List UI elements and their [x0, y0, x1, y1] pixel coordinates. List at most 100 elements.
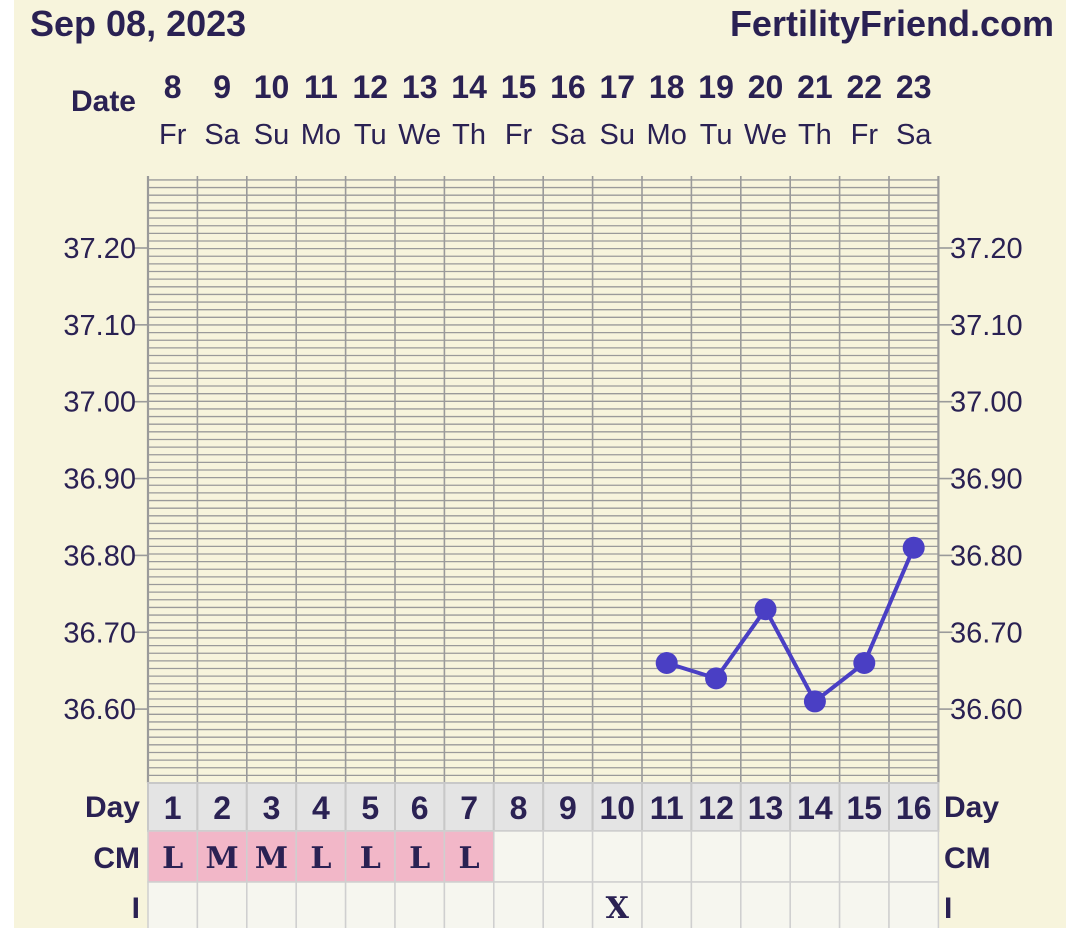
- date-number-label: 20: [748, 69, 784, 105]
- cycle-day-label: 14: [797, 790, 833, 826]
- day-cell: [196, 782, 248, 832]
- cm-value: L: [360, 841, 381, 876]
- weekday-label: Tu: [354, 119, 387, 151]
- cm-row-label-left: CM: [93, 842, 140, 875]
- date-header-row: 8 Fr 9 Sa 10 Su 11 Mo 12 Tu 13 We 14 Th 15 Fr 16 Sa 17 Su 18…: [159, 69, 932, 151]
- y-tick-label-left: 36.70: [63, 617, 136, 649]
- y-tick-label-left: 36.60: [63, 694, 136, 726]
- intercourse-cell: [888, 881, 940, 928]
- date-number-label: 10: [254, 69, 290, 105]
- cm-cell: [443, 830, 495, 883]
- weekday-label: Su: [254, 119, 289, 151]
- date-number-label: 14: [451, 69, 487, 105]
- temperature-series: [655, 536, 925, 713]
- intercourse-cell: [789, 881, 841, 928]
- weekday-label: Sa: [896, 119, 932, 151]
- cycle-day-label: 4: [312, 790, 330, 826]
- cm-value: M: [205, 841, 238, 876]
- cycle-day-label: 1: [164, 790, 182, 826]
- i-row-label-right: I: [944, 892, 952, 925]
- date-number-label: 18: [649, 69, 685, 105]
- intercourse-cell: [196, 881, 248, 928]
- temperature-point: [803, 690, 826, 713]
- cm-value: L: [310, 841, 331, 876]
- intercourse-cell: [246, 881, 297, 928]
- weekday-label: Tu: [700, 119, 733, 151]
- weekday-label: Sa: [550, 119, 586, 151]
- weekday-label: We: [744, 119, 787, 151]
- intercourse-cell: [838, 881, 890, 928]
- date-number-label: 11: [304, 69, 338, 105]
- cm-value: L: [459, 841, 480, 876]
- intercourse-cell: [147, 881, 199, 928]
- intercourse-cell: [394, 881, 446, 928]
- cycle-day-label: 7: [460, 790, 478, 826]
- fertility-chart-page: Sep 08, 2023 FertilityFriend.com Date 8 F…: [14, 0, 1066, 928]
- cm-value: L: [409, 841, 430, 876]
- y-tick-label-right: 36.60: [950, 694, 1023, 726]
- cycle-day-label: 15: [847, 790, 883, 826]
- cm-cell: [591, 830, 643, 883]
- intercourse-cell: [493, 881, 544, 928]
- temperature-point: [655, 651, 678, 674]
- cm-cell: [394, 830, 446, 883]
- i-row-label-left: I: [132, 892, 140, 925]
- weekday-label: Fr: [851, 119, 879, 151]
- cm-cell: [493, 830, 544, 883]
- day-cell: [739, 782, 792, 832]
- cm-cell: [740, 830, 791, 883]
- y-tick-label-right: 36.80: [950, 540, 1023, 572]
- cycle-day-label: 5: [361, 790, 379, 826]
- weekday-label: Su: [600, 119, 635, 151]
- weekday-label: Mo: [301, 119, 341, 151]
- day-row-label-left: Day: [85, 791, 140, 824]
- y-tick-label-right: 37.20: [950, 233, 1023, 265]
- intercourse-cell: [740, 881, 791, 928]
- cycle-day-label: 9: [559, 790, 577, 826]
- temperature-grid: [146, 176, 940, 784]
- cm-cell: [196, 830, 248, 883]
- cm-value: L: [162, 841, 183, 876]
- intercourse-cell: [641, 881, 693, 928]
- date-number-label: 9: [213, 69, 231, 105]
- cm-row-label-right: CM: [944, 842, 991, 875]
- date-number-label: 13: [402, 69, 438, 105]
- cycle-day-label: 13: [748, 790, 784, 826]
- date-number-label: 23: [896, 69, 932, 105]
- cm-cell: [789, 830, 841, 883]
- intercourse-cell: [344, 881, 396, 928]
- date-number-label: 21: [797, 69, 833, 105]
- cm-cell: [542, 830, 594, 883]
- day-cell: [295, 782, 347, 832]
- bbt-chart: Sep 08, 2023 FertilityFriend.com Date 8 F…: [30, 3, 1054, 928]
- cycle-day-label: 12: [698, 790, 734, 826]
- cm-cell: [344, 830, 396, 883]
- cycle-day-label: 8: [510, 790, 528, 826]
- date-number-label: 8: [164, 69, 182, 105]
- cycle-day-label: 6: [411, 790, 429, 826]
- date-number-label: 16: [550, 69, 586, 105]
- cm-cell: [641, 830, 693, 883]
- intercourse-cell: [542, 881, 594, 928]
- cycle-day-label: 3: [263, 790, 281, 826]
- temperature-point: [705, 667, 728, 690]
- cycle-day-label: 2: [213, 790, 231, 826]
- site-name-header: FertilityFriend.com: [730, 3, 1054, 44]
- weekday-label: Fr: [159, 119, 187, 151]
- date-number-label: 22: [847, 69, 883, 105]
- cm-cell: [888, 830, 940, 883]
- day-cell: [888, 782, 940, 832]
- day-cell: [690, 782, 742, 832]
- intercourse-cell: [443, 881, 495, 928]
- temperature-point: [853, 651, 876, 674]
- cycle-day-label: 16: [896, 790, 932, 826]
- cm-value: M: [255, 841, 288, 876]
- weekday-label: Th: [452, 119, 486, 151]
- day-cell: [591, 782, 643, 832]
- day-cell: [641, 782, 693, 832]
- date-number-label: 15: [501, 69, 537, 105]
- temperature-point: [754, 598, 777, 621]
- y-tick-label-left: 36.80: [63, 540, 136, 572]
- day-row-label-right: Day: [944, 791, 999, 824]
- y-tick-label-left: 36.90: [63, 464, 136, 496]
